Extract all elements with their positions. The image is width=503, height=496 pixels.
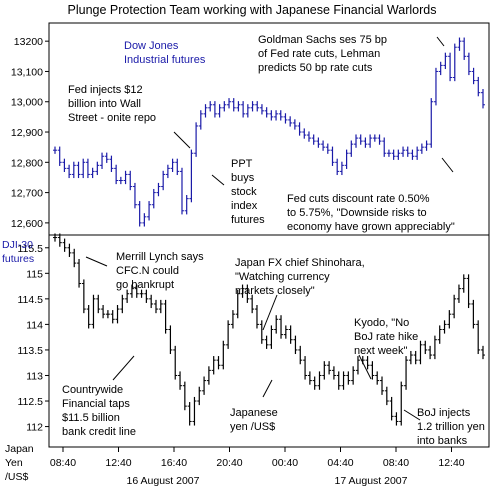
annotation-fed-injects-line: billion into Wall (68, 98, 141, 110)
dow-series-label: Dow Jones (124, 40, 179, 52)
annotation-fed-injects-line: Street - onite repo (68, 112, 156, 124)
annotation-boj-line: 1.2 trillion yen (417, 421, 485, 433)
bottom-y-tick-label: 113.5 (18, 345, 44, 357)
date-label-day1: 16 August 2007 (127, 475, 200, 487)
top-y-tick-label: 13,000 (11, 97, 43, 109)
annotation-shinohara-line: markets closely" (235, 285, 315, 297)
annotation-shinohara-line: Japan FX chief Shinohara, (235, 257, 365, 269)
top-y-tick-label: 12,800 (11, 157, 43, 169)
bottom-y-tick-label: 115 (26, 268, 43, 280)
bottom-y-tick-label: 112 (26, 422, 43, 434)
top-y-tick-label: 12,700 (11, 188, 43, 200)
annotation-fed-cuts-line: Fed cuts discount rate 0.50% (287, 193, 430, 205)
annotation-countrywide-line: bank credit line (62, 426, 136, 438)
bottom-axis-title: DJI-30 (2, 239, 33, 251)
annotation-merrill-line: Merrill Lynch says (116, 251, 204, 263)
annotation-goldman-line: of Fed rate cuts, Lehman (258, 48, 380, 60)
annotation-countrywide-line: Financial taps (62, 398, 130, 410)
annotation-ppt-line: futures (231, 214, 265, 226)
x-tick-label: 08:40 (50, 457, 76, 469)
annotation-countrywide-line: $11.5 billion (62, 412, 120, 424)
top-y-tick-label: 13200 (14, 36, 43, 48)
x-tick-label: 12:40 (105, 457, 131, 469)
x-tick-label: 00:40 (272, 457, 298, 469)
top-y-tick-label: 13,100 (11, 66, 43, 78)
yen-series-label: yen /US$ (230, 421, 275, 433)
bottom-y-tick-label: 113 (26, 370, 43, 382)
corner-label: /US$ (5, 471, 29, 483)
annotation-ppt-line: stock (231, 186, 257, 198)
dow-series-label: Industrial futures (124, 54, 206, 66)
leader-shinohara (262, 294, 278, 331)
leader-boj (403, 409, 421, 421)
annotation-ppt-line: PPT (231, 158, 253, 170)
annotation-shinohara-line: "Watching currency (235, 271, 330, 283)
bottom-y-tick-label: 112.5 (18, 396, 44, 408)
x-tick-label: 12:40 (438, 457, 464, 469)
leader-fed-injects (173, 131, 191, 149)
annotation-goldman-line: Goldman Sachs ses 75 bp (258, 34, 387, 46)
annotation-boj-line: BoJ injects (417, 407, 471, 419)
x-tick-label: 08:40 (383, 457, 409, 469)
annotation-ppt-line: buys (231, 172, 255, 184)
corner-label: Japan (5, 443, 34, 455)
x-tick-label: 04:40 (327, 457, 353, 469)
annotation-kyodo-line: Kyodo, "No (354, 317, 409, 329)
annotation-fed-injects-line: Fed injects $12 (68, 84, 143, 96)
leader-kyodo (358, 354, 372, 380)
x-tick-label: 16:40 (161, 457, 187, 469)
top-y-tick-label: 12,900 (11, 127, 43, 139)
annotation-countrywide-line: Countrywide (62, 384, 123, 396)
date-label-day2: 17 August 2007 (335, 475, 408, 487)
leader-ppt (211, 174, 225, 186)
annotation-merrill-line: CFC.N could (116, 265, 179, 277)
bottom-y-tick-label: 115.5 (18, 243, 44, 255)
annotation-fed-cuts-line: to 5.75%, "Downside risks to (287, 207, 427, 219)
annotation-goldman-line: predicts 50 bp rate cuts (258, 62, 373, 74)
annotation-kyodo-line: BoJ rate hike (354, 331, 418, 343)
bottom-axis-title: futures (2, 253, 34, 265)
leader-goldman (436, 36, 445, 47)
x-tick-label: 20:40 (216, 457, 242, 469)
annotation-merrill-line: go bankrupt (116, 279, 174, 291)
leader-yen-series (262, 379, 273, 398)
yen-series-label: Japanese (230, 407, 278, 419)
leader-countrywide (112, 355, 135, 381)
leader-fed-cuts (441, 157, 454, 173)
annotation-fed-cuts-line: economy have grown appreciably" (287, 221, 455, 233)
corner-label: Yen (5, 457, 23, 469)
bottom-y-tick-label: 114 (26, 319, 43, 331)
bottom-plot-frame (48, 234, 490, 448)
leader-merrill (85, 256, 108, 267)
annotation-kyodo-line: next week" (354, 345, 408, 357)
top-y-tick-label: 12,600 (11, 218, 43, 230)
annotation-ppt-line: index (231, 200, 258, 212)
chart-title: Plunge Protection Team working with Japa… (68, 3, 437, 17)
bottom-y-tick-label: 114.5 (18, 294, 44, 306)
annotation-boj-line: into banks (417, 435, 468, 447)
